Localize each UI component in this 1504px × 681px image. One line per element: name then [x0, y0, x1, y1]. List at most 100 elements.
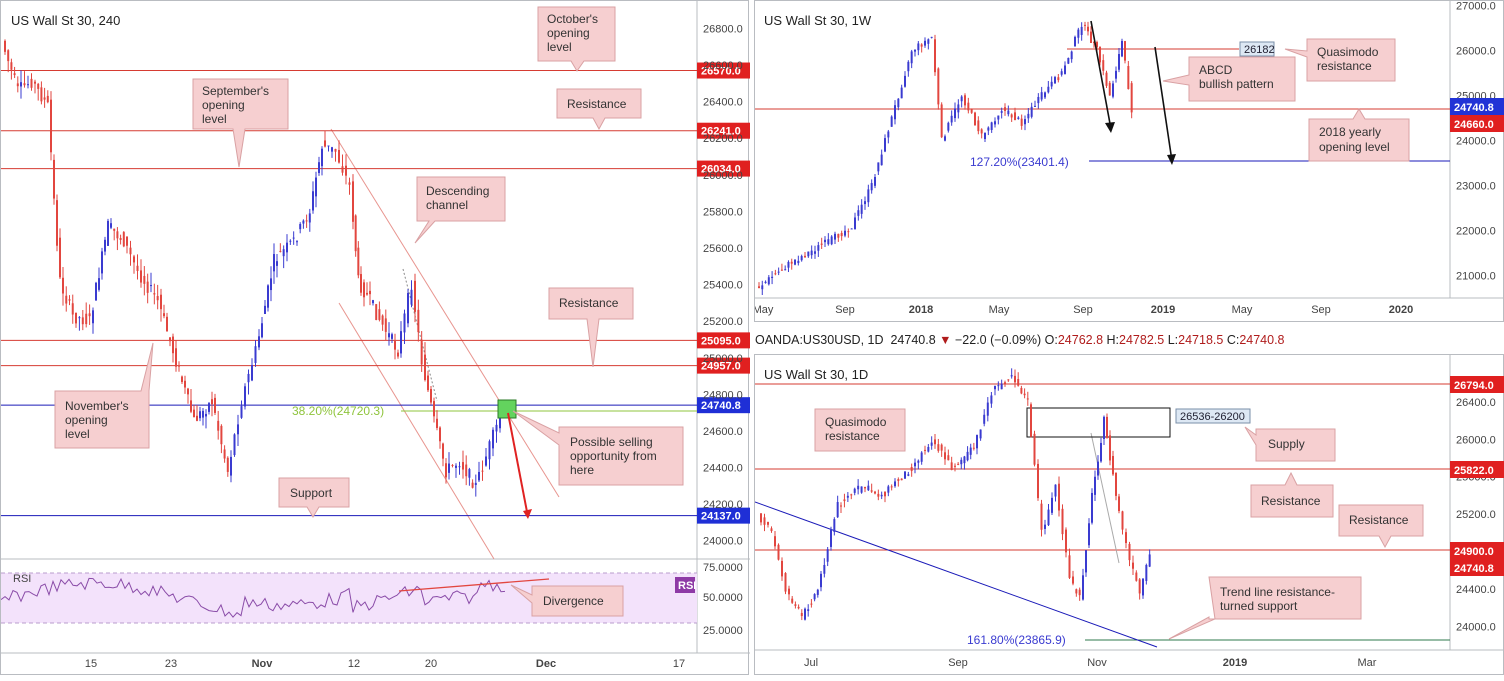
left-chart-svg[interactable]: 26570.0 26241.0 26034.0 25095.0 24957.0 24740…: [0, 1, 750, 676]
weekly-candle-body-107: [1112, 83, 1114, 97]
daily-callout-resistance-2[interactable]: Resistance: [1338, 504, 1424, 549]
daily-candle-body-48: [920, 452, 923, 462]
weekly-candle-body-30: [857, 210, 860, 216]
daily-candle-body-62: [966, 451, 969, 461]
left-channel-upper[interactable]: [330, 128, 560, 498]
weekly-candle-body-96: [1077, 29, 1080, 38]
left-candle-body-49: [163, 313, 165, 317]
ohlc-h-label: H:: [1106, 333, 1120, 347]
weekly-candle-body-95: [1074, 36, 1076, 47]
daily-tag-0: 26794.0: [1454, 380, 1494, 392]
left-candle-body-8: [30, 78, 33, 88]
left-sell-zone[interactable]: [497, 399, 517, 419]
left-channel-lower[interactable]: [338, 302, 495, 560]
callout-october[interactable]: October's opening level: [537, 6, 616, 72]
left-candle-body-25: [85, 313, 88, 325]
weekly-candle-body-3: [767, 277, 770, 285]
weekly-x-tick-3: May: [989, 304, 1010, 316]
left-level-tag-6: 24137.0: [701, 511, 741, 523]
left-candle-body-35: [116, 231, 119, 239]
daily-candle-body-70: [994, 386, 996, 390]
weekly-candle-body-10: [790, 261, 793, 264]
weekly-candle-body-43: [900, 87, 903, 99]
weekly-chart-svg[interactable]: 26182 127.20%(23401.4) 27000.026000.0250…: [753, 1, 1504, 323]
weekly-candle-body-110: [1121, 40, 1123, 57]
left-candle-body-129: [417, 309, 420, 333]
weekly-candle-body-98: [1084, 24, 1086, 26]
callout-september[interactable]: September's opening level: [192, 78, 289, 168]
left-candle-body-22: [75, 312, 77, 324]
callout-support[interactable]: Support: [278, 477, 350, 518]
daily-candle-body-88: [1054, 484, 1057, 497]
left-candle-body-19: [65, 295, 68, 304]
callout-november[interactable]: November's opening level: [54, 342, 154, 449]
left-level-tag-bg-3: [697, 332, 750, 349]
left-candle-body-44: [146, 281, 149, 293]
daily-callout-trendline[interactable]: Trend line resistance-turned support: [1168, 576, 1362, 640]
left-y-tick-4: 26000.0: [703, 170, 743, 182]
weekly-candle-body-11: [794, 259, 796, 265]
daily-candle-body-114: [1138, 579, 1141, 594]
left-level-tag-bg-4: [697, 357, 750, 374]
daily-chart-panel[interactable]: 26536-26200 161.80%(23865.9) 26600.02640…: [754, 354, 1504, 675]
weekly-candle-body-108: [1115, 70, 1117, 79]
daily-candle-body-56: [947, 455, 950, 461]
left-candle-body-90: [292, 237, 295, 239]
daily-candle-body-86: [1047, 509, 1050, 526]
weekly-candle-body-5: [774, 273, 777, 275]
daily-trend-line[interactable]: [754, 501, 1158, 648]
weekly-candle-body-52: [930, 36, 933, 38]
left-candle-body-13: [46, 95, 49, 103]
daily-candle-body-93: [1072, 576, 1074, 584]
weekly-candle-body-2: [764, 281, 767, 284]
daily-supply-zone[interactable]: [1026, 407, 1171, 438]
left-candle-body-81: [264, 305, 266, 315]
weekly-candle-body-60: [957, 104, 960, 113]
daily-tag-2: 24900.0: [1454, 546, 1494, 558]
weekly-candle-body-106: [1108, 82, 1111, 96]
callout-descending-channel[interactable]: Descending channel: [414, 176, 506, 244]
left-candle-body-134: [433, 401, 435, 417]
left-candle-body-43: [143, 275, 146, 284]
weekly-callout-quasimodo[interactable]: Quasimodo resistance: [1284, 38, 1396, 82]
daily-candle-body-49: [924, 449, 926, 451]
left-candle-body-15: [53, 159, 55, 199]
weekly-candle-body-97: [1080, 26, 1083, 35]
left-candle-body-73: [237, 424, 239, 435]
weekly-x-tick-5: 2019: [1151, 304, 1175, 316]
weekly-candle-body-13: [800, 256, 803, 261]
weekly-candle-body-17: [814, 251, 816, 254]
weekly-candle-body-50: [924, 40, 926, 46]
daily-callout-quasimodo[interactable]: Quasimodo resistance: [814, 408, 906, 452]
weekly-callout-yearly[interactable]: 2018 yearly opening level: [1308, 108, 1410, 162]
daily-candle-body-25: [843, 499, 846, 502]
daily-callout-supply[interactable]: Supply: [1244, 426, 1336, 462]
callout-divergence[interactable]: Divergence: [510, 584, 624, 617]
daily-candle-body-81: [1030, 404, 1032, 437]
left-candle-body-142: [458, 466, 461, 468]
daily-candle-body-15: [810, 603, 813, 605]
callout-resistance-2-text: Resistance: [559, 296, 619, 310]
weekly-chart-panel[interactable]: 26182 127.20%(23401.4) 27000.0 26000.0 250…: [753, 0, 1504, 323]
callout-selling[interactable]: Possible selling opportunity from here: [512, 410, 684, 486]
daily-callout-resistance-1[interactable]: Resistance: [1250, 471, 1334, 518]
weekly-callout-abcd-text: ABCD bullish pattern: [1199, 63, 1274, 91]
left-chart-panel[interactable]: 26570.0 26241.0 26034.0 25095.0 24957.0 24740…: [0, 0, 750, 676]
weekly-candle-body-77: [1014, 112, 1016, 121]
weekly-callout-abcd[interactable]: ABCD bullish pattern: [1162, 56, 1296, 102]
weekly-x-tick-0: May: [755, 304, 774, 316]
daily-box-label: 26536-26200: [1180, 411, 1245, 423]
left-candle-body-117: [378, 309, 381, 320]
weekly-candle-body-84: [1037, 96, 1040, 104]
weekly-candle-body-20: [824, 239, 826, 243]
weekly-candle-body-67: [980, 129, 983, 134]
daily-chart-svg[interactable]: 26536-26200 161.80%(23865.9) 26600.02640…: [754, 355, 1504, 676]
weekly-candle-body-28: [850, 228, 853, 230]
left-y-tick-1: 26600.0: [703, 60, 743, 72]
callout-resistance-2[interactable]: Resistance: [548, 287, 634, 368]
weekly-candle-body-92: [1064, 65, 1066, 74]
weekly-callout-quasimodo-text: Quasimodo resistance: [1317, 45, 1379, 73]
callout-resistance-1[interactable]: Resistance: [556, 88, 642, 131]
left-candle-body-4: [16, 83, 19, 87]
weekly-candle-body-69: [987, 127, 990, 131]
